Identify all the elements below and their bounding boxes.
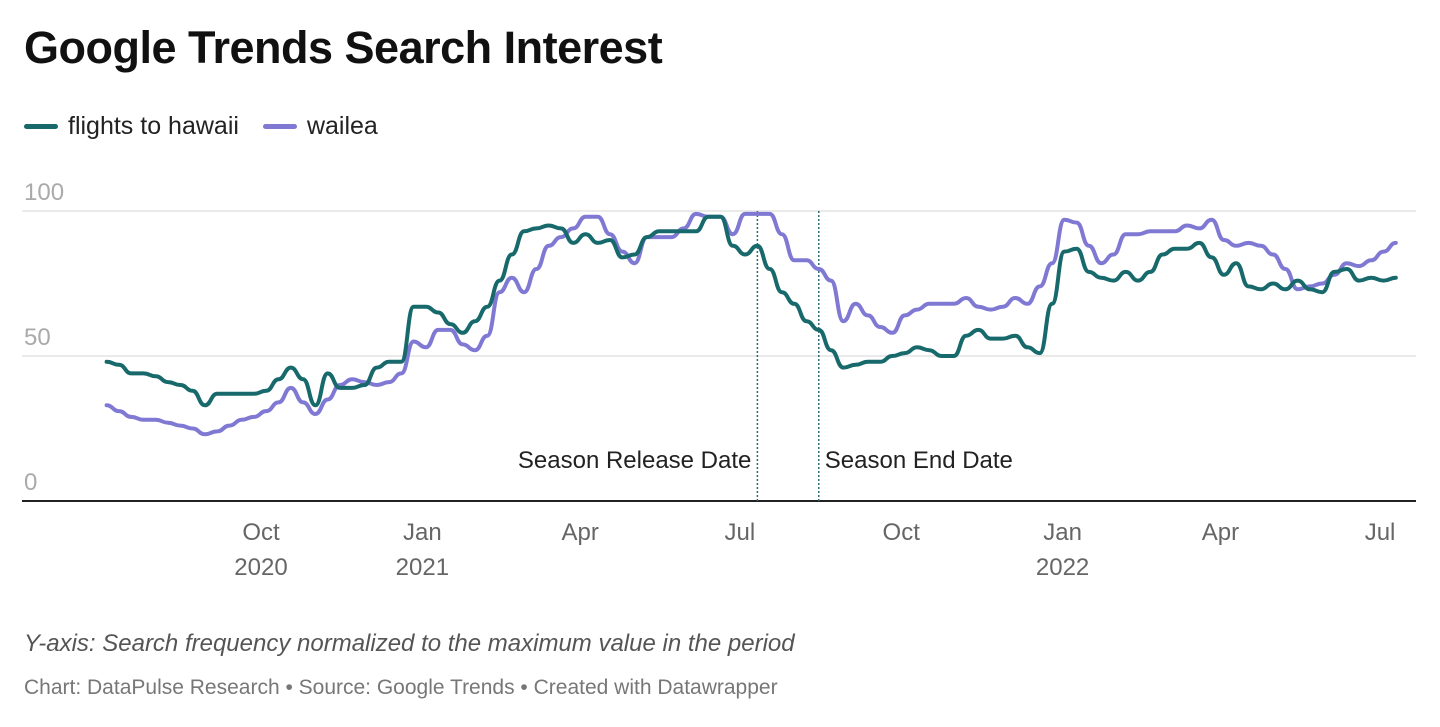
x-tick-year-label: 2022 [1036,554,1089,581]
legend-label: wailea [306,112,378,140]
axis-note: Y-axis: Search frequency normalized to t… [24,630,795,657]
x-tick-year-label: 2021 [396,554,449,581]
y-tick-label: 50 [24,324,51,351]
legend-swatch [262,124,297,129]
x-tick-label: Jan [403,519,442,546]
x-tick-label: Jul [1365,519,1396,546]
x-tick-label: Jul [724,519,755,546]
annotation-label: Season Release Date [518,447,751,474]
y-tick-label: 0 [24,469,37,496]
chart-title: Google Trends Search Interest [24,22,663,73]
y-tick-label: 100 [24,179,64,206]
series-line-flights-to-hawaii [104,214,1398,408]
series-line-wailea [104,211,1398,437]
legend-swatch [24,124,58,129]
x-tick-year-label: 2020 [234,554,287,581]
annotation-label: Season End Date [825,447,1013,474]
x-tick-label: Apr [1202,519,1239,546]
x-tick-label: Jan [1043,519,1082,546]
legend: flights to hawaii wailea [24,112,378,141]
x-tick-label: Oct [242,519,280,546]
x-tick-label: Oct [883,519,921,546]
legend-label: flights to hawaii [68,112,239,140]
x-tick-label: Apr [562,519,599,546]
legend-item-wailea: wailea [262,112,378,141]
chart-credit: Chart: DataPulse Research • Source: Goog… [24,676,778,699]
legend-item-flights-to-hawaii: flights to hawaii [24,112,239,141]
